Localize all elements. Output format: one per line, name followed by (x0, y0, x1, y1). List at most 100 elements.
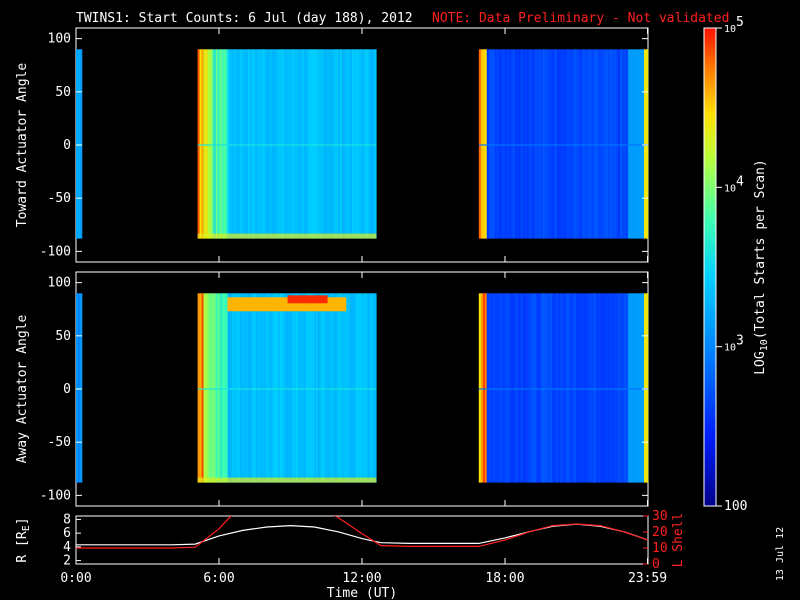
colorbar-tick-label: 104 (724, 174, 744, 194)
heatmap-column (245, 293, 249, 483)
heatmap-column (488, 293, 491, 483)
heatmap-column (562, 293, 565, 483)
heatmap-column (233, 293, 236, 483)
heatmap-column (642, 293, 645, 483)
heatmap-column (640, 293, 643, 483)
heatmap-column (618, 49, 621, 239)
heatmap-column (588, 293, 591, 483)
heatmap-column (526, 49, 529, 239)
heatmap-column (231, 49, 234, 239)
heatmap-column (632, 293, 635, 483)
ytick-label: -50 (48, 435, 71, 450)
heatmap-column (76, 293, 79, 483)
heatmap-column (348, 49, 351, 239)
heatmap-column (225, 293, 228, 483)
heatmap-column (490, 49, 493, 239)
heatmap-column (271, 49, 275, 239)
r-ytick-label: 6 (63, 526, 71, 541)
heatmap-column (616, 49, 619, 239)
heatmap-column (578, 293, 581, 483)
preliminary-note: NOTE: Data Preliminary - Not validated (432, 11, 729, 26)
heatmap-column (534, 49, 537, 239)
heatmap-column (265, 293, 269, 483)
heatmap-column (596, 293, 599, 483)
heatmap-column (556, 49, 559, 239)
heatmap-column (546, 49, 549, 239)
heatmap-column (562, 49, 565, 239)
heatmap-column (528, 49, 531, 239)
zero-angle-stripe (478, 144, 648, 146)
heatmap-column (340, 293, 343, 483)
heatmap-column (279, 49, 283, 239)
r-ytick-label: 8 (63, 512, 71, 527)
heatmap-column (285, 49, 289, 239)
heatmap-column (328, 293, 331, 483)
heatmap-column (574, 293, 577, 483)
heatmap-column (342, 293, 345, 483)
lshell-ytick-label: 30 (652, 509, 668, 524)
heatmap-column (556, 293, 559, 483)
heatmap-column (249, 49, 253, 239)
heatmap-column (606, 293, 609, 483)
heatmap-column (506, 293, 509, 483)
heatmap-column (201, 293, 204, 483)
date-stamp: 13 Jul 12 (775, 527, 786, 581)
heatmap-column (207, 49, 210, 239)
heatmap-column (612, 293, 615, 483)
heatmap-column (626, 293, 629, 483)
heatmap-column (312, 293, 315, 483)
heatmap-column (281, 293, 285, 483)
heatmap-column (306, 293, 309, 483)
heatmap-column (570, 293, 573, 483)
heatmap-column (360, 49, 363, 239)
heatmap-column (283, 293, 287, 483)
ytick-label: 100 (48, 276, 71, 291)
away-heatmap (76, 293, 649, 483)
heatmap-column (360, 293, 363, 483)
heatmap-column (354, 49, 357, 239)
heatmap-column (298, 49, 301, 239)
heatmap-column (259, 293, 263, 483)
time-xtick-label: 18:00 (485, 571, 524, 586)
heatmap-column (630, 49, 633, 239)
heatmap-column (628, 49, 631, 239)
heatmap-column (610, 49, 613, 239)
heatmap-column (289, 49, 293, 239)
heatmap-column (296, 293, 299, 483)
heatmap-column (584, 49, 587, 239)
heatmap-column (332, 293, 335, 483)
heatmap-column (269, 293, 273, 483)
heatmap-column (277, 293, 281, 483)
heatmap-column (606, 49, 609, 239)
colorbar-tick-label: 103 (724, 334, 744, 354)
time-xtick-label: 0:00 (60, 571, 91, 586)
heatmap-column (570, 49, 573, 239)
heatmap-column (314, 293, 317, 483)
heatmap-column (304, 49, 307, 239)
heatmap-column (558, 49, 561, 239)
heatmap-column (289, 293, 293, 483)
heatmap-column (275, 293, 279, 483)
heatmap-column (265, 49, 269, 239)
heatmap-column (568, 49, 571, 239)
heatmap-column (334, 49, 337, 239)
heatmap-column (536, 293, 539, 483)
heatmap-column (314, 49, 317, 239)
heatmap-column (372, 293, 375, 483)
heatmap-column (362, 293, 365, 483)
heatmap-column (522, 49, 525, 239)
heatmap-column (308, 49, 311, 239)
away-ylabel: Away Actuator Angle (15, 314, 30, 463)
heatmap-column (482, 49, 486, 239)
heatmap-column (229, 49, 232, 239)
heatmap-column (564, 49, 567, 239)
heatmap-column (502, 293, 505, 483)
heatmap-column (522, 293, 525, 483)
heatmap-column (296, 49, 299, 239)
heatmap-column (526, 293, 529, 483)
heatmap-column (532, 49, 535, 239)
heatmap-column (590, 49, 593, 239)
heatmap-column (350, 293, 353, 483)
heatmap-column (566, 293, 569, 483)
heatmap-column (211, 293, 214, 483)
